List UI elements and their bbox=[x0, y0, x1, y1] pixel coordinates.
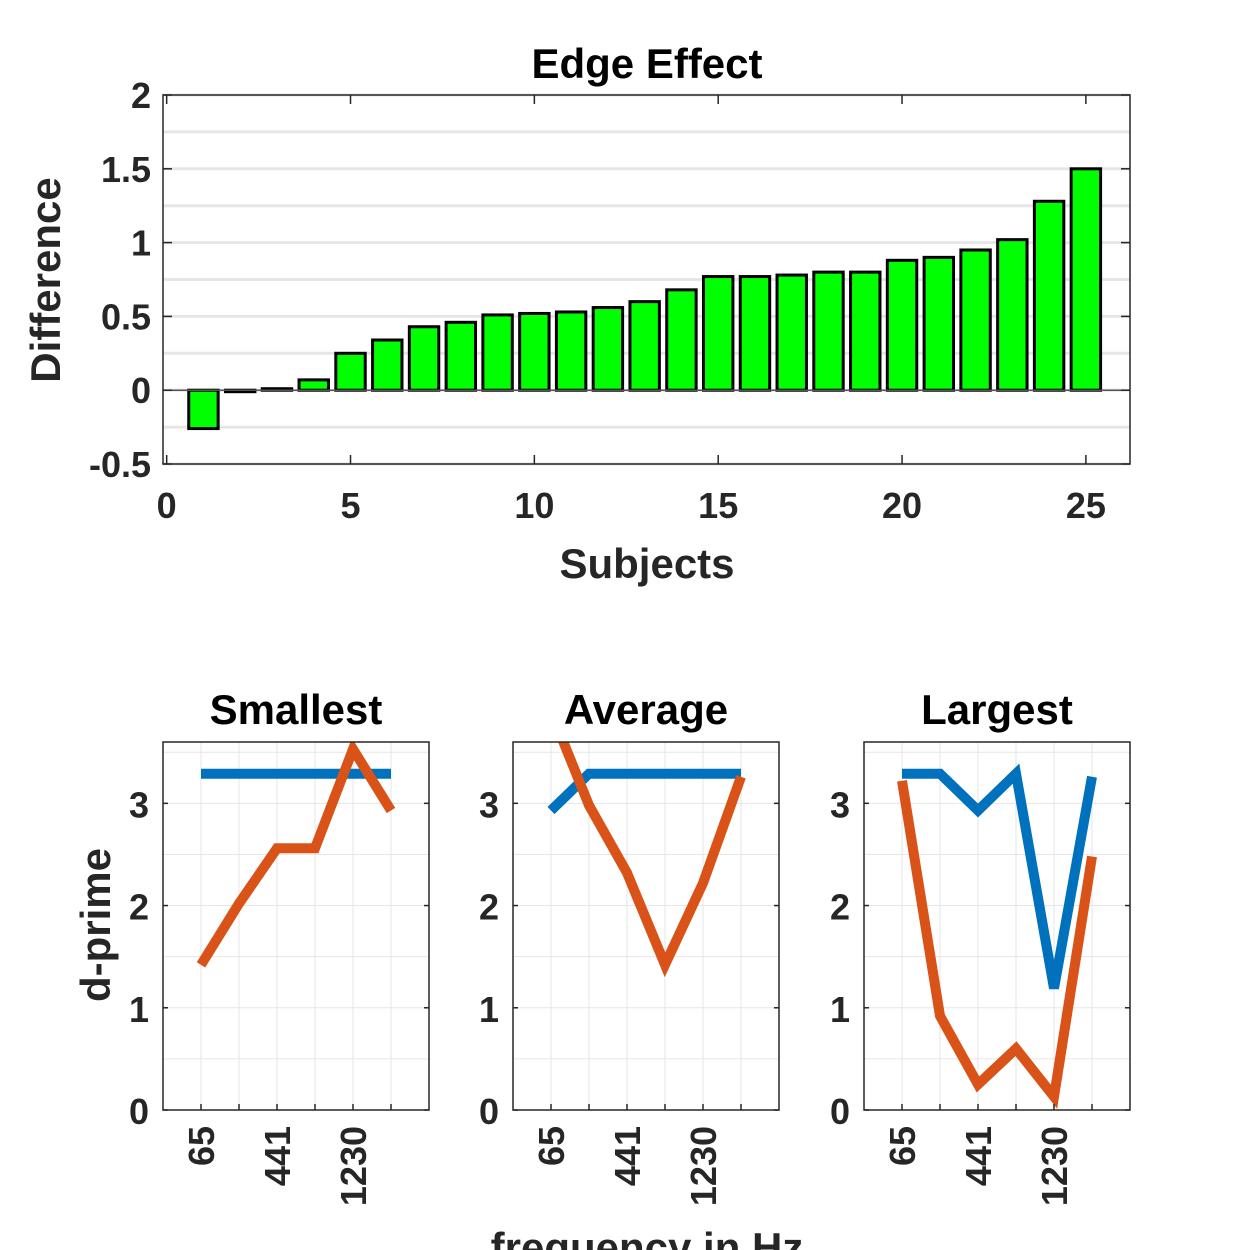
orange-series-line bbox=[557, 742, 746, 978]
smallest-title: Smallest bbox=[210, 686, 383, 733]
x-tick-label: 1230 bbox=[1034, 1126, 1075, 1206]
y-tick-label: 0 bbox=[131, 370, 151, 411]
x-tick-label: 1230 bbox=[333, 1126, 374, 1206]
y-tick-label: 3 bbox=[830, 784, 850, 825]
y-tick-label: 2 bbox=[131, 75, 151, 116]
y-tick-label: 1 bbox=[131, 223, 151, 264]
line-charts-y-axis-label: d-prime bbox=[72, 848, 119, 1002]
bar-chart-panel: 0 5 10 15 20 25-0.500.511.52 Edge Effect Subj… bbox=[22, 40, 1131, 587]
line-charts-x-axis-label: frequency in Hz bbox=[491, 1224, 804, 1250]
y-tick-label: 2 bbox=[129, 887, 149, 928]
bar-chart-frame bbox=[162, 94, 1131, 465]
bar bbox=[996, 238, 1029, 392]
y-tick-label: 2 bbox=[830, 887, 850, 928]
average-panel: 0 1 2 3 65 441 1230 Average bbox=[479, 686, 780, 1206]
bar bbox=[885, 258, 919, 392]
bar bbox=[738, 275, 772, 392]
y-tick-label: 0 bbox=[129, 1091, 149, 1132]
y-tick-label: -0.5 bbox=[89, 444, 151, 485]
bar bbox=[812, 270, 845, 392]
bar bbox=[628, 300, 661, 392]
bar bbox=[701, 275, 735, 392]
x-tick-label: 441 bbox=[257, 1126, 298, 1186]
orange-series-line bbox=[196, 742, 396, 968]
average-frame bbox=[512, 741, 780, 1111]
bar bbox=[1032, 199, 1066, 392]
bar bbox=[922, 255, 956, 392]
bar-chart-x-axis-label: Subjects bbox=[559, 540, 734, 587]
bar-chart-ticks: 0 5 10 15 20 25-0.500.511.52 bbox=[89, 75, 1130, 526]
x-tick-label: 65 bbox=[181, 1126, 222, 1166]
x-tick-label: 441 bbox=[958, 1126, 999, 1186]
largest-series-group bbox=[897, 763, 1097, 1109]
bar-chart-bars bbox=[163, 167, 1130, 431]
x-tick-label: 0 bbox=[157, 485, 177, 526]
x-tick-label: 20 bbox=[882, 485, 922, 526]
blue-series-line bbox=[902, 763, 1097, 990]
orange-series-line bbox=[897, 780, 1097, 1109]
x-tick-label: 15 bbox=[698, 485, 738, 526]
y-tick-label: 2 bbox=[479, 887, 499, 928]
y-tick-label: 3 bbox=[129, 784, 149, 825]
y-tick-label: 0.5 bbox=[101, 296, 151, 337]
bar-chart-title: Edge Effect bbox=[531, 40, 762, 87]
x-tick-label: 65 bbox=[882, 1126, 923, 1166]
smallest-panel: 0 1 2 3 65 441 1230 Smallest bbox=[129, 686, 430, 1206]
bar bbox=[849, 270, 882, 392]
bar bbox=[481, 313, 514, 392]
x-tick-label: 1230 bbox=[683, 1126, 724, 1206]
bar bbox=[371, 338, 404, 392]
x-tick-label: 5 bbox=[341, 485, 361, 526]
smallest-frame bbox=[162, 741, 430, 1111]
y-tick-label: 1.5 bbox=[101, 149, 151, 190]
bar bbox=[407, 325, 441, 392]
y-tick-label: 0 bbox=[479, 1091, 499, 1132]
y-tick-label: 1 bbox=[479, 989, 499, 1030]
bar bbox=[775, 273, 808, 392]
bar bbox=[1069, 167, 1103, 392]
bar bbox=[444, 320, 478, 392]
bar bbox=[518, 311, 551, 392]
y-tick-label: 1 bbox=[129, 989, 149, 1030]
y-tick-label: 1 bbox=[830, 989, 850, 1030]
bar bbox=[591, 306, 625, 392]
x-tick-label: 10 bbox=[514, 485, 554, 526]
bar-chart-y-axis-label: Difference bbox=[22, 177, 69, 382]
largest-title: Largest bbox=[921, 686, 1073, 733]
bar bbox=[187, 388, 220, 431]
average-title: Average bbox=[564, 686, 728, 733]
smallest-series-group bbox=[196, 742, 396, 968]
bar bbox=[334, 351, 367, 392]
bar bbox=[554, 310, 588, 392]
bar bbox=[959, 248, 992, 392]
bar bbox=[297, 378, 330, 392]
x-tick-label: 441 bbox=[607, 1126, 648, 1186]
x-tick-label: 25 bbox=[1066, 485, 1106, 526]
x-tick-label: 65 bbox=[531, 1126, 572, 1166]
average-series-group bbox=[547, 742, 746, 978]
y-tick-label: 0 bbox=[830, 1091, 850, 1132]
bar bbox=[665, 288, 698, 392]
largest-panel: 0 1 2 3 65 441 1230 Largest bbox=[830, 686, 1131, 1206]
largest-frame bbox=[863, 741, 1131, 1111]
y-tick-label: 3 bbox=[479, 784, 499, 825]
